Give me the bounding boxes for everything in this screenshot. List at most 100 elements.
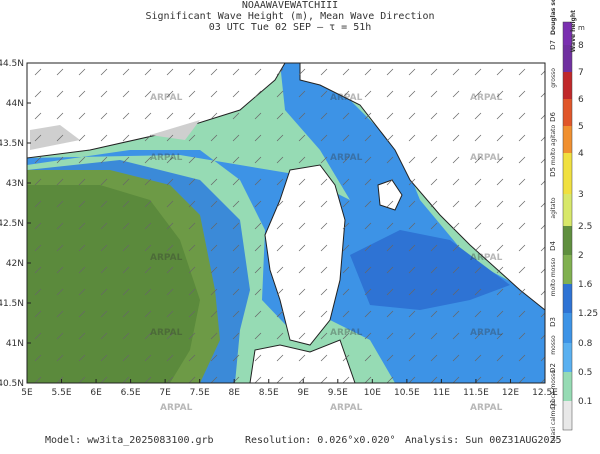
watermark: ARPAL <box>150 328 183 338</box>
direction-arrow <box>254 134 262 142</box>
direction-arrow <box>232 222 240 230</box>
direction-arrow <box>474 68 482 76</box>
direction-arrow <box>386 178 394 186</box>
direction-arrow <box>518 90 526 98</box>
level-label: 2 <box>578 251 584 261</box>
direction-arrow <box>122 200 130 208</box>
direction-arrow <box>56 288 64 296</box>
direction-arrow <box>364 288 372 296</box>
direction-arrow <box>298 332 306 340</box>
direction-arrow <box>342 332 350 340</box>
direction-arrow <box>540 136 545 142</box>
direction-arrow <box>34 156 42 164</box>
direction-arrow <box>518 200 526 208</box>
direction-arrow <box>78 244 86 252</box>
direction-arrow <box>122 310 130 318</box>
direction-arrow <box>386 90 394 98</box>
direction-arrow <box>386 200 394 208</box>
direction-arrow <box>232 134 240 142</box>
direction-arrow <box>496 288 504 296</box>
direction-arrow <box>518 310 526 318</box>
direction-arrow <box>540 224 545 230</box>
direction-arrow <box>56 68 64 76</box>
direction-arrow <box>188 200 196 208</box>
direction-arrow <box>100 222 108 230</box>
direction-arrow <box>408 332 416 340</box>
direction-arrow <box>56 200 64 208</box>
direction-arrow <box>276 354 284 362</box>
colorbar-segment <box>563 255 572 284</box>
direction-arrow <box>254 68 262 76</box>
direction-arrow <box>232 266 240 274</box>
douglas-label: D4 <box>549 241 557 251</box>
direction-arrow <box>386 354 394 362</box>
direction-arrow <box>34 134 42 142</box>
direction-arrow <box>408 244 416 252</box>
direction-arrow <box>122 288 130 296</box>
direction-arrow <box>386 134 394 142</box>
direction-arrow <box>100 90 108 98</box>
direction-arrow <box>122 332 130 340</box>
direction-arrow <box>430 288 438 296</box>
watermark: ARPAL <box>330 403 363 413</box>
direction-arrow <box>144 90 152 98</box>
level-label: 3 <box>578 190 584 200</box>
direction-arrow <box>122 266 130 274</box>
direction-arrow <box>452 376 460 383</box>
direction-arrow <box>540 114 545 120</box>
direction-arrow <box>34 376 42 383</box>
direction-arrow <box>254 178 262 186</box>
direction-arrow <box>298 90 306 98</box>
direction-arrow <box>342 266 350 274</box>
direction-arrow <box>496 266 504 274</box>
direction-arrow <box>144 332 152 340</box>
direction-arrow <box>298 200 306 208</box>
direction-arrow <box>100 310 108 318</box>
direction-arrow <box>408 90 416 98</box>
watermark: ARPAL <box>150 93 183 103</box>
direction-arrow <box>210 332 218 340</box>
direction-arrow <box>166 178 174 186</box>
douglas-label: D1 <box>549 399 557 409</box>
direction-arrow <box>386 376 394 383</box>
lon-label: 10E <box>364 388 381 398</box>
lat-label: 44N <box>6 99 24 109</box>
direction-arrow <box>386 112 394 120</box>
lat-label: 42N <box>6 259 24 269</box>
direction-arrow <box>210 90 218 98</box>
direction-arrow <box>298 376 306 383</box>
direction-arrow <box>144 68 152 76</box>
direction-arrow <box>518 68 526 76</box>
direction-arrow <box>210 200 218 208</box>
direction-arrow <box>232 112 240 120</box>
direction-arrow <box>188 266 196 274</box>
direction-arrow <box>430 178 438 186</box>
direction-arrow <box>518 222 526 230</box>
direction-arrow <box>56 244 64 252</box>
direction-arrow <box>100 156 108 164</box>
direction-arrow <box>78 112 86 120</box>
direction-arrow <box>452 112 460 120</box>
level-label: 0.5 <box>578 368 592 378</box>
colorbar-segment <box>563 343 572 372</box>
direction-arrow <box>78 134 86 142</box>
direction-arrow <box>518 244 526 252</box>
direction-arrow <box>298 244 306 252</box>
direction-arrow <box>320 112 328 120</box>
lon-label: 10.5E <box>394 388 420 398</box>
direction-arrow <box>56 178 64 186</box>
direction-arrow <box>342 354 350 362</box>
direction-arrow <box>342 112 350 120</box>
colorbar-segment <box>563 226 572 255</box>
direction-arrow <box>276 134 284 142</box>
direction-arrow <box>364 68 372 76</box>
direction-arrow <box>386 68 394 76</box>
direction-arrow <box>408 310 416 318</box>
level-label: 5 <box>578 122 584 132</box>
direction-arrow <box>210 288 218 296</box>
direction-arrow <box>408 178 416 186</box>
direction-arrow <box>122 354 130 362</box>
height-title: Wave height <box>570 10 577 52</box>
colorbar-segment <box>563 126 572 153</box>
direction-arrow <box>210 354 218 362</box>
